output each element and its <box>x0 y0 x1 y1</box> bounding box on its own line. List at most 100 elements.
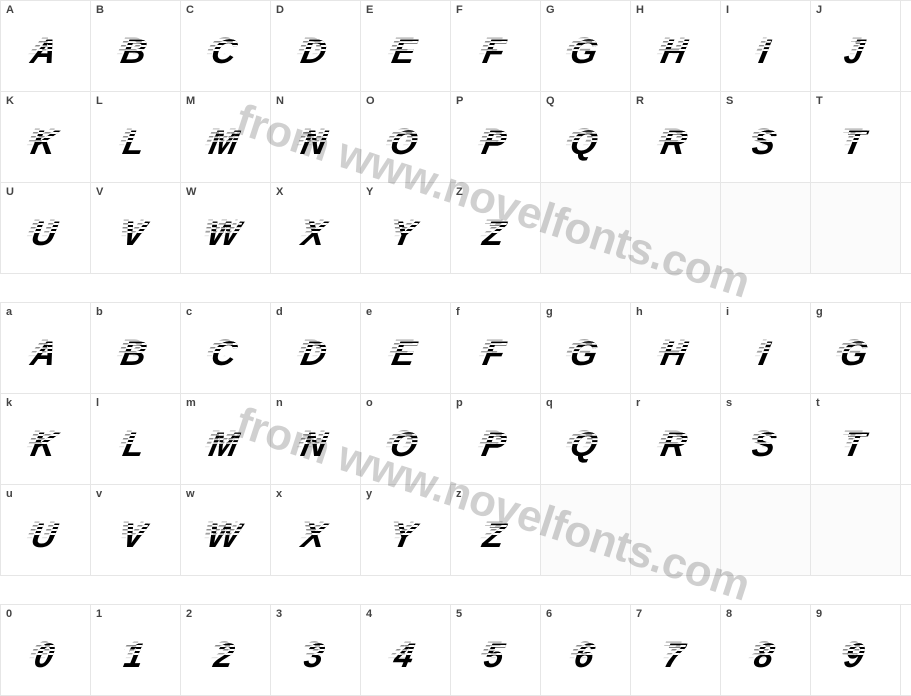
glyph-cell[interactable]: NN <box>271 92 361 182</box>
glyph-cell[interactable]: ZZ <box>451 183 541 273</box>
glyph-cell[interactable]: AA <box>1 1 91 91</box>
glyph-cell[interactable]: kK <box>1 394 91 484</box>
glyph-cell[interactable]: lL <box>91 394 181 484</box>
glyph-cell[interactable]: gG <box>541 303 631 393</box>
glyph-cell[interactable]: aA <box>1 303 91 393</box>
cell-label: A <box>6 4 14 16</box>
glyph-cell[interactable]: II <box>721 1 811 91</box>
glyph-cell[interactable]: LL <box>91 92 181 182</box>
glyph-cell[interactable]: bB <box>91 303 181 393</box>
cell-label: 4 <box>366 608 372 620</box>
glyph-cell[interactable]: VV <box>91 183 181 273</box>
cell-label: I <box>726 4 729 16</box>
glyph: Y <box>389 217 419 251</box>
glyph-cell[interactable]: CC <box>181 1 271 91</box>
glyph-cell[interactable]: zZ <box>451 485 541 575</box>
glyph-cell[interactable]: mM <box>181 394 271 484</box>
glyph-cell[interactable]: 66 <box>541 605 631 695</box>
glyph-cell[interactable]: KK <box>1 92 91 182</box>
glyph-cell[interactable]: HH <box>631 1 721 91</box>
glyph-cell[interactable]: vV <box>91 485 181 575</box>
glyph-cell[interactable]: sS <box>721 394 811 484</box>
glyph-cell[interactable]: dD <box>271 303 361 393</box>
glyph: G <box>567 337 601 371</box>
glyph-cell[interactable]: XX <box>271 183 361 273</box>
glyph-cell[interactable]: 88 <box>721 605 811 695</box>
glyph-cell[interactable]: YY <box>361 183 451 273</box>
glyph: Y <box>389 519 419 553</box>
glyph-cell[interactable]: cC <box>181 303 271 393</box>
glyph: Z <box>480 217 508 251</box>
glyph-cell[interactable]: RR <box>631 92 721 182</box>
glyph-cell[interactable]: PP <box>451 92 541 182</box>
cell-label: 3 <box>276 608 282 620</box>
cell-label: 9 <box>816 608 822 620</box>
cell-label: i <box>726 306 729 318</box>
glyph-cell[interactable]: JJ <box>811 1 901 91</box>
glyph: W <box>205 519 244 553</box>
glyph: C <box>208 337 240 371</box>
glyph-cell[interactable]: eE <box>361 303 451 393</box>
glyph-cell[interactable]: FF <box>451 1 541 91</box>
glyph-row: KKLLMMNNOOPPQQRRSSTT <box>0 91 911 182</box>
glyph-cell[interactable]: MM <box>181 92 271 182</box>
cell-label: c <box>186 306 192 318</box>
cell-label: s <box>726 397 732 409</box>
glyph: K <box>28 428 60 462</box>
glyph-cell[interactable]: hH <box>631 303 721 393</box>
glyph: G <box>837 337 871 371</box>
glyph-cell[interactable]: 22 <box>181 605 271 695</box>
cell-label: 0 <box>6 608 12 620</box>
glyph-row: uUvVwWxXyYzZ <box>0 484 911 576</box>
glyph-cell[interactable]: TT <box>811 92 901 182</box>
glyph-cell[interactable]: iI <box>721 303 811 393</box>
cell-label: F <box>456 4 463 16</box>
glyph-cell[interactable]: OO <box>361 92 451 182</box>
cell-label: Q <box>546 95 555 107</box>
glyph-cell[interactable]: yY <box>361 485 451 575</box>
glyph-cell[interactable]: tT <box>811 394 901 484</box>
glyph-cell[interactable]: uU <box>1 485 91 575</box>
glyph: V <box>119 217 149 251</box>
cell-label: H <box>636 4 644 16</box>
glyph: F <box>480 35 508 69</box>
glyph-row: 00112233445566778899 <box>0 604 911 696</box>
glyph-cell[interactable]: BB <box>91 1 181 91</box>
empty-cell <box>541 485 631 575</box>
glyph-cell[interactable]: EE <box>361 1 451 91</box>
glyph-cell[interactable]: qQ <box>541 394 631 484</box>
glyph-cell[interactable]: 11 <box>91 605 181 695</box>
glyph-cell[interactable]: DD <box>271 1 361 91</box>
glyph-cell[interactable]: WW <box>181 183 271 273</box>
glyph-cell[interactable]: xX <box>271 485 361 575</box>
glyph: A <box>28 337 60 371</box>
glyph-cell[interactable]: UU <box>1 183 91 273</box>
cell-label: p <box>456 397 463 409</box>
glyph-cell[interactable]: GG <box>541 1 631 91</box>
glyph-cell[interactable]: 33 <box>271 605 361 695</box>
glyph: M <box>206 428 242 462</box>
cell-label: z <box>456 488 462 500</box>
glyph-cell[interactable]: 77 <box>631 605 721 695</box>
glyph-cell[interactable]: fF <box>451 303 541 393</box>
glyph: W <box>205 217 244 251</box>
glyph: Q <box>567 126 601 160</box>
glyph-cell[interactable]: pP <box>451 394 541 484</box>
cell-label: K <box>6 95 14 107</box>
empty-cell <box>631 485 721 575</box>
glyph-cell[interactable]: gG <box>811 303 901 393</box>
glyph-cell[interactable]: 44 <box>361 605 451 695</box>
glyph-cell[interactable]: nN <box>271 394 361 484</box>
glyph-cell[interactable]: QQ <box>541 92 631 182</box>
glyph: V <box>119 519 149 553</box>
glyph-cell[interactable]: oO <box>361 394 451 484</box>
glyph-cell[interactable]: rR <box>631 394 721 484</box>
glyph-cell[interactable]: 00 <box>1 605 91 695</box>
glyph-row: UUVVWWXXYYZZ <box>0 182 911 274</box>
glyph: I <box>756 337 773 371</box>
glyph-cell[interactable]: 55 <box>451 605 541 695</box>
glyph-cell[interactable]: 99 <box>811 605 901 695</box>
glyph-cell[interactable]: SS <box>721 92 811 182</box>
glyph-cell[interactable]: wW <box>181 485 271 575</box>
cell-label: k <box>6 397 12 409</box>
